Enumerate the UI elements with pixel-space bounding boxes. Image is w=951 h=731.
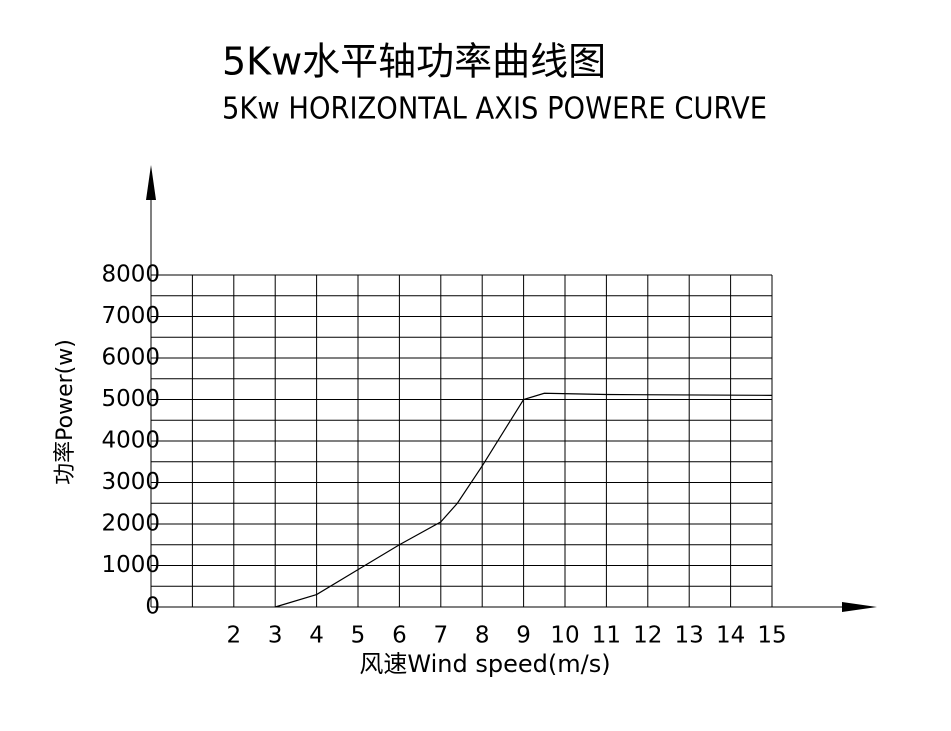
y-tick-label: 8000 (101, 262, 160, 288)
x-tick-label: 9 (516, 623, 531, 649)
y-tick-label: 2000 (101, 511, 160, 537)
x-axis-arrow (842, 602, 877, 612)
x-tick-label: 3 (268, 623, 283, 649)
y-axis-label: 功率Power(w) (53, 339, 78, 485)
y-tick-label: 4000 (101, 428, 160, 454)
y-axis-arrow (146, 165, 156, 200)
x-tick-label: 6 (392, 623, 407, 649)
x-tick-label: 4 (309, 623, 324, 649)
y-tick-label: 1000 (101, 552, 160, 578)
x-tick-label: 15 (757, 623, 786, 649)
x-tick-label: 12 (633, 623, 662, 649)
x-tick-label: 11 (592, 623, 621, 649)
x-tick-label: 13 (675, 623, 704, 649)
x-tick-label: 8 (475, 623, 490, 649)
y-tick-label: 0 (145, 594, 160, 620)
y-tick-label: 3000 (101, 469, 160, 495)
x-tick-label: 7 (433, 623, 448, 649)
x-tick-label: 5 (351, 623, 366, 649)
x-tick-label: 14 (716, 623, 745, 649)
chart-subtitle: 5Kw HORIZONTAL AXIS POWERE CURVE (222, 92, 767, 127)
y-tick-label: 7000 (101, 303, 160, 329)
x-tick-label: 10 (550, 623, 579, 649)
power-curve (275, 392, 773, 608)
x-axis-label: 风速Wind speed(m/s) (359, 650, 610, 678)
y-tick-label: 6000 (101, 345, 160, 371)
y-tick-label: 5000 (101, 386, 160, 412)
x-tick-label: 2 (226, 623, 241, 649)
chart-title: 5Kw水平轴功率曲线图 (222, 40, 606, 84)
